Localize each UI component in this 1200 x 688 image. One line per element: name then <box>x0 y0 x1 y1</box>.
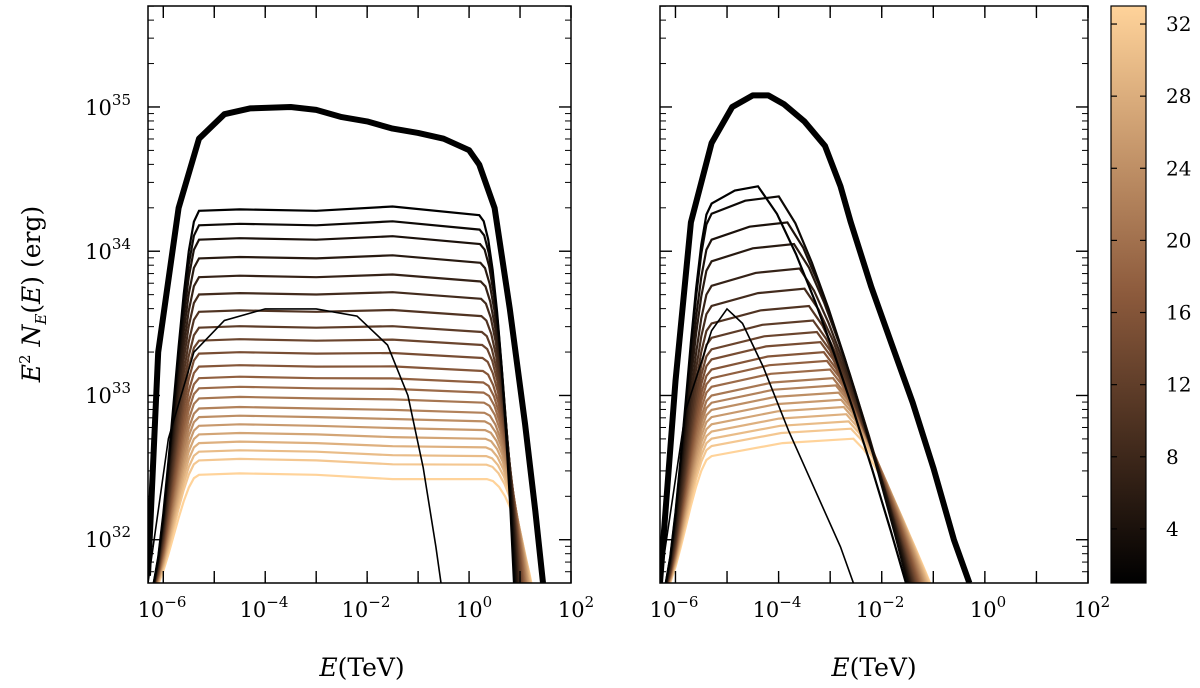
left-component-curve <box>152 205 516 583</box>
right-x-tick-label: 10−4 <box>753 593 802 622</box>
left-component-curve <box>156 449 532 583</box>
left-panel: 1032 1033 1034 1035 10−6 10−4 10−2 100 1… <box>16 5 594 682</box>
left-x-tick-label: 10−4 <box>240 593 289 622</box>
left-x-tick-label: 102 <box>558 593 594 622</box>
left-component-curve <box>154 385 526 583</box>
left-x-tick-label: 10−6 <box>138 593 187 622</box>
colorbar-tick-label: 32 <box>1166 12 1191 36</box>
left-extra-curve <box>148 308 442 583</box>
right-extra-curve <box>660 307 855 583</box>
right-curves <box>660 92 973 583</box>
left-component-curve <box>157 457 533 583</box>
colorbar-tick-label: 28 <box>1166 84 1191 108</box>
right-x-tick-label: 10−2 <box>856 593 905 622</box>
right-total-curve <box>660 92 973 583</box>
colorbar-tick-label: 24 <box>1166 156 1191 180</box>
colorbar-tick-label: 4 <box>1166 517 1179 541</box>
right-ticks <box>660 5 1089 583</box>
right-x-axis-label: E(TeV) <box>830 653 916 682</box>
left-x-axis-label: E(TeV) <box>318 653 404 682</box>
left-y-tick-label: 1035 <box>85 91 131 120</box>
colorbar-tick-label: 8 <box>1166 445 1179 469</box>
colorbar-tick-label: 12 <box>1166 373 1191 397</box>
left-ticks <box>148 5 572 583</box>
left-component-curve <box>155 431 530 583</box>
left-y-tick-label: 1033 <box>85 379 131 408</box>
left-y-tick-label: 1032 <box>85 523 131 552</box>
left-total-curve <box>148 104 546 583</box>
y-axis-label: E2 NE(E) (erg) <box>16 206 50 384</box>
right-x-tick-label: 100 <box>970 593 1006 622</box>
right-x-tick-label: 102 <box>1074 593 1110 622</box>
right-component-curve <box>664 185 908 583</box>
left-component-curve <box>154 375 525 583</box>
left-component-curve <box>154 364 524 583</box>
colorbar-tick-label: 20 <box>1166 228 1191 252</box>
colorbar-tick-label: 16 <box>1166 301 1191 325</box>
left-y-tick-label: 1034 <box>85 235 131 264</box>
left-x-tick-label: 100 <box>456 593 492 622</box>
colorbar-ticks: 4 8 12 16 20 24 28 32 <box>1111 12 1191 541</box>
right-panel: 10−6 10−4 10−2 100 102 E(TeV) <box>650 5 1110 682</box>
left-curves <box>148 104 546 583</box>
colorbar-gradient <box>1110 5 1147 584</box>
right-x-tick-label: 10−6 <box>650 593 699 622</box>
colorbar: 4 8 12 16 20 24 28 32 <box>1110 5 1191 584</box>
left-x-tick-label: 10−2 <box>342 593 391 622</box>
left-component-curve <box>152 235 517 583</box>
left-component-curve <box>154 395 527 583</box>
